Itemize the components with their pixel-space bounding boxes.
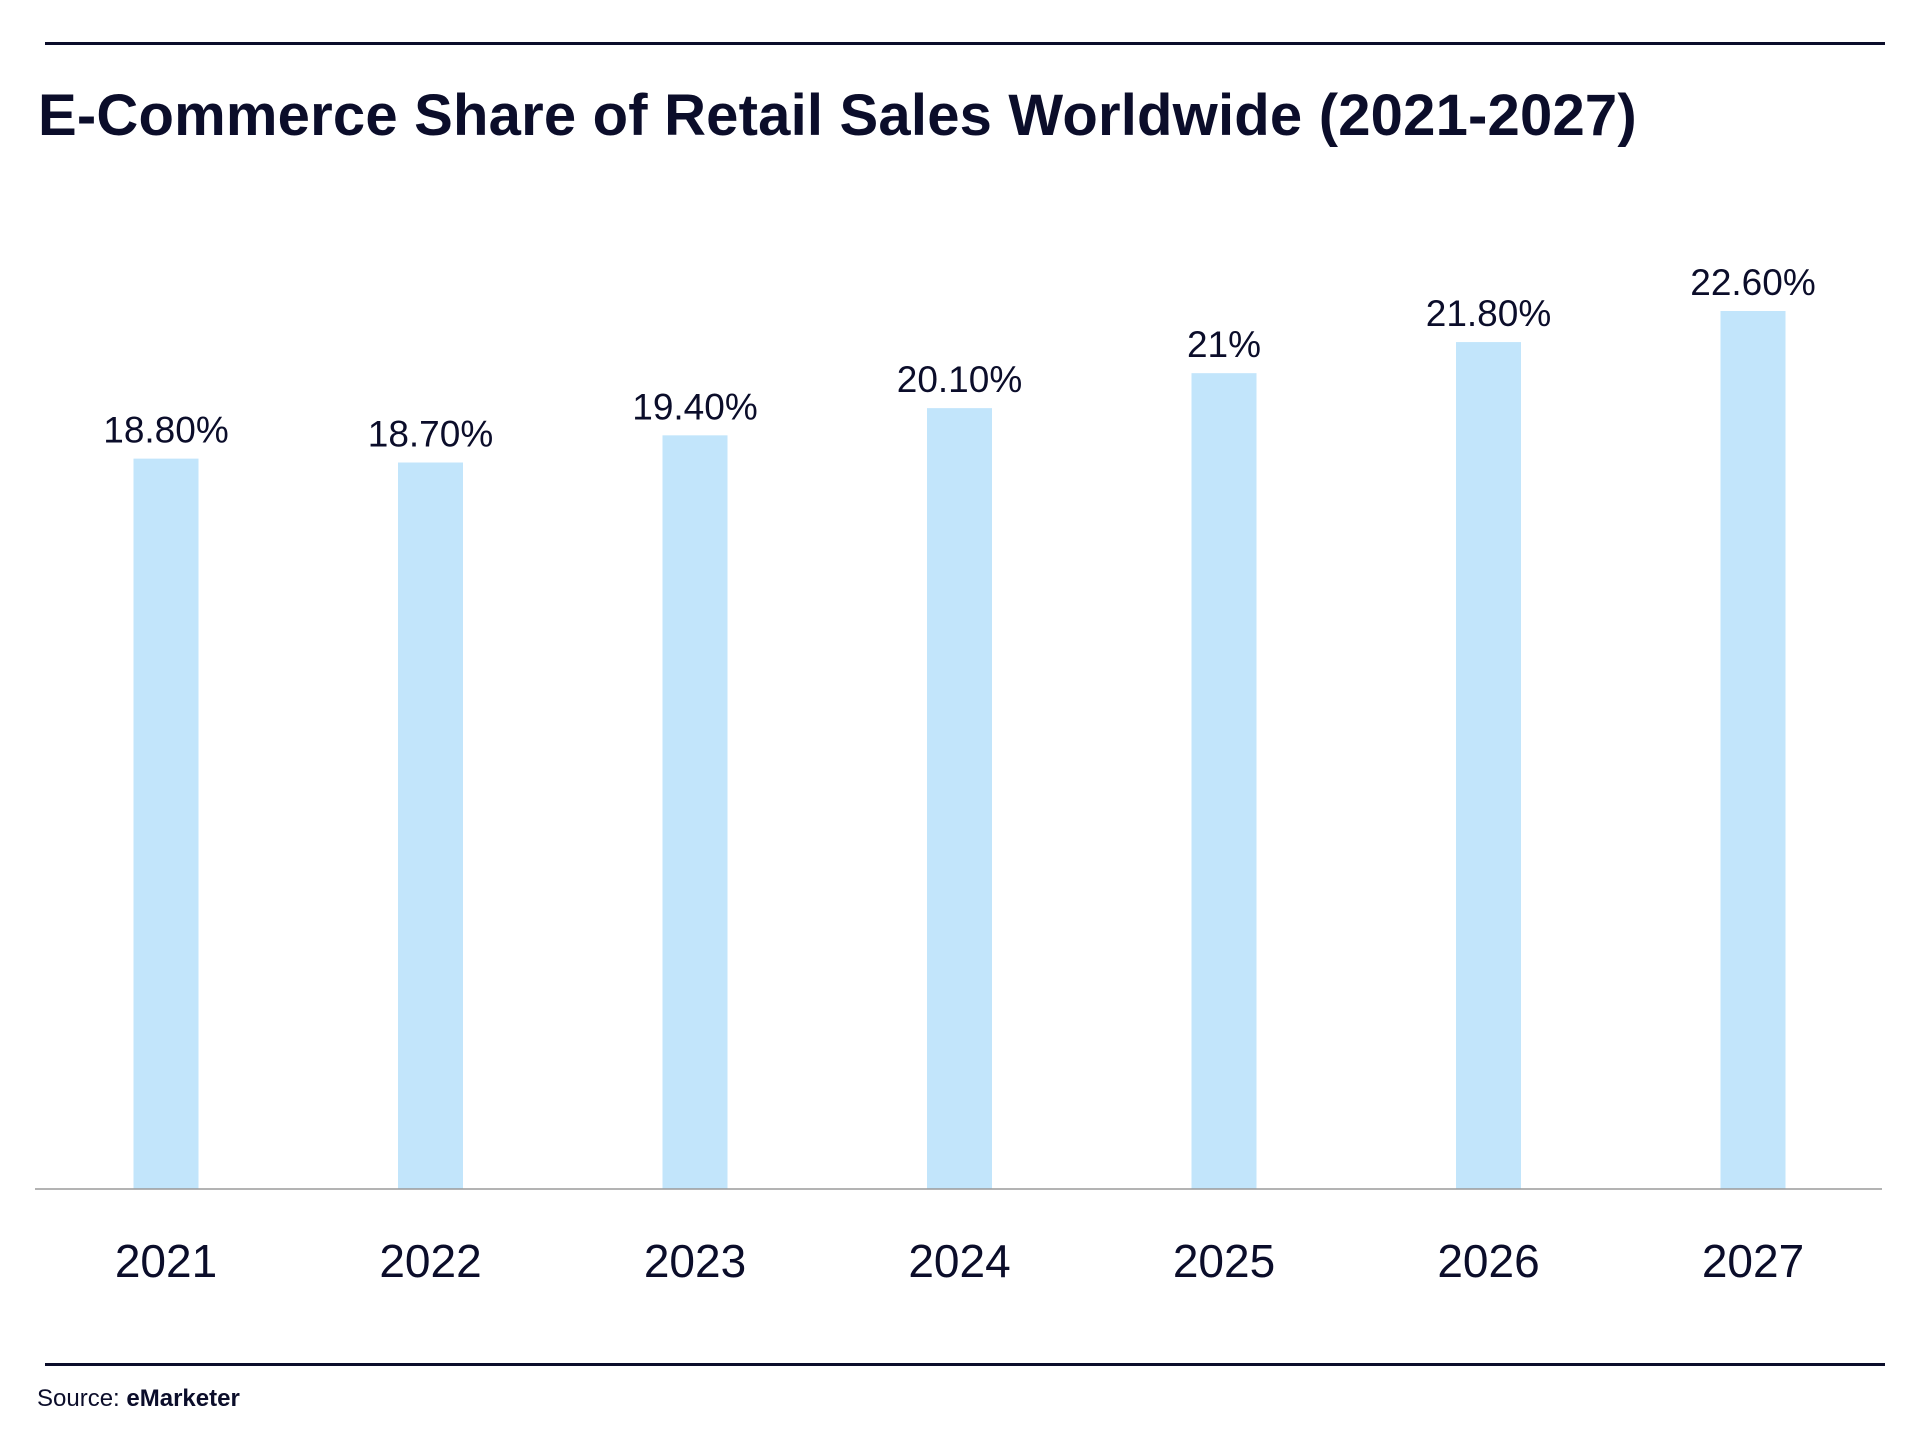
bar-2026 (1456, 342, 1521, 1189)
data-label-2026: 21.80% (1426, 293, 1552, 334)
x-tick-label-2024: 2024 (908, 1235, 1010, 1287)
bar-2021 (133, 458, 199, 1190)
chart-title: E-Commerce Share of Retail Sales Worldwi… (38, 83, 1637, 148)
data-label-2024: 20.10% (897, 359, 1023, 400)
bar-2027 (1720, 311, 1786, 1189)
data-label-2023: 19.40% (632, 386, 758, 427)
bar-2024 (927, 408, 992, 1189)
bottom-rule (45, 1363, 1885, 1366)
bar-2022 (398, 462, 463, 1189)
x-tick-label-2023: 2023 (644, 1235, 746, 1287)
x-tick-label-2027: 2027 (1702, 1235, 1804, 1287)
x-tick-label-2021: 2021 (115, 1235, 217, 1287)
top-rule (45, 42, 1885, 45)
source-name: eMarketer (126, 1385, 240, 1412)
x-tick-label-2022: 2022 (379, 1235, 481, 1287)
x-tick-label-2025: 2025 (1173, 1235, 1275, 1287)
data-label-2027: 22.60% (1690, 262, 1816, 303)
bar-2025 (1191, 373, 1257, 1189)
data-label-2022: 18.70% (368, 414, 494, 455)
source-note: Source: eMarketer (37, 1385, 240, 1413)
bar-2023 (662, 435, 728, 1189)
data-label-2025: 21% (1187, 324, 1261, 365)
source-label: Source: (37, 1385, 120, 1412)
data-label-2021: 18.80% (103, 410, 229, 451)
x-tick-label-2026: 2026 (1437, 1235, 1539, 1287)
